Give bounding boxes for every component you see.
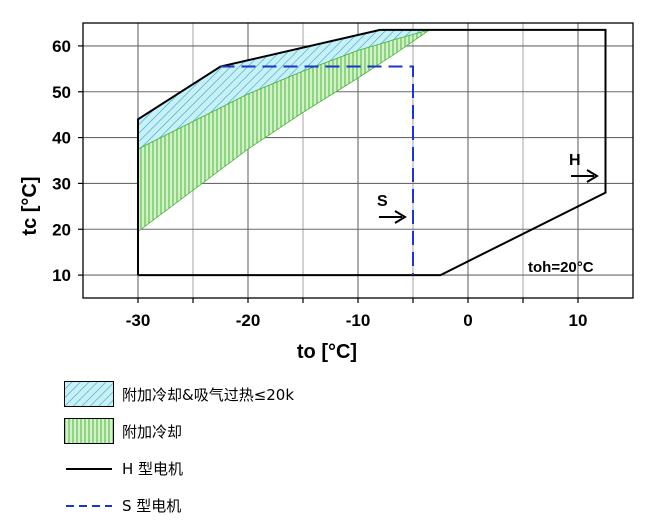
x-tick-label: 10 [569, 311, 588, 330]
legend-swatch-vertical [64, 418, 114, 444]
x-axis-label: to [°C] [297, 341, 357, 363]
legend-label: S 型电机 [122, 497, 182, 515]
legend-label: H 型电机 [122, 460, 184, 478]
legend-line-dashed [66, 505, 112, 507]
y-tick-label: 60 [52, 37, 71, 56]
legend-item-h-motor: H 型电机 [64, 452, 484, 489]
legend-label: 附加冷却&吸气过热≤20k [122, 386, 295, 404]
x-tick-label: -30 [126, 311, 151, 330]
legend-item-cooling: 附加冷却 [64, 415, 484, 452]
h-arrow-icon [571, 169, 599, 183]
y-tick-label: 10 [52, 266, 71, 285]
toh-annotation: toh=20°C [528, 259, 594, 276]
legend-swatch-diagonal [64, 381, 114, 407]
s-arrow-icon [379, 210, 407, 224]
y-tick-label: 20 [52, 220, 71, 239]
h-label: H [569, 152, 581, 169]
x-tick-label: -10 [346, 311, 371, 330]
x-tick-label: 0 [463, 311, 472, 330]
y-axis-label: tc [°C] [19, 176, 41, 235]
y-tick-label: 30 [52, 174, 71, 193]
x-ticks: -30 -20 -10 0 10 [126, 298, 588, 330]
s-label: S [377, 193, 388, 210]
region-3 [137, 29, 430, 233]
series-line-h [137, 28, 607, 277]
x-tick-label: -20 [236, 311, 261, 330]
series-line-s [220, 65, 414, 276]
legend: 附加冷却&吸气过热≤20k 附加冷却 H 型电机 S 型电机 [64, 378, 484, 526]
legend-item-s-motor: S 型电机 [64, 489, 484, 526]
y-tick-label: 40 [52, 129, 71, 148]
legend-label: 附加冷却 [122, 423, 183, 441]
operating-envelope-chart: -30 -20 -10 0 10 10 20 30 40 50 60 to [°C] tc [°C… [19, 22, 634, 363]
legend-line-solid [66, 468, 112, 470]
legend-item-cooling-superheat: 附加冷却&吸气过热≤20k [64, 378, 484, 415]
y-ticks: 10 20 30 40 50 60 [52, 37, 83, 285]
y-tick-label: 50 [52, 83, 71, 102]
envelope-lines [137, 28, 607, 277]
